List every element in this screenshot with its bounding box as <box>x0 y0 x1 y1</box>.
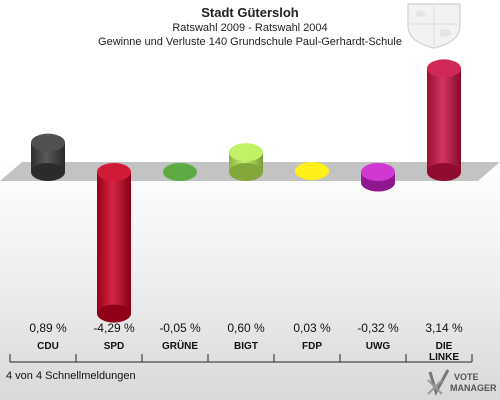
category-label-bigt: BIGT <box>234 341 258 352</box>
bar-spd <box>97 163 131 323</box>
category-label-die-linke: DIE LINKE <box>429 341 459 363</box>
bar-fdp <box>295 162 329 181</box>
report-status-note: 4 von 4 Schnellmeldungen <box>6 370 136 382</box>
bar-uwg <box>361 163 395 192</box>
chart-description: Gewinne und Verluste 140 Grundschule Pau… <box>98 36 402 48</box>
chart-title: Stadt Gütersloh <box>201 5 299 20</box>
value-label-cdu: 0,89 % <box>29 321 67 335</box>
category-label-cdu: CDU <box>37 341 59 352</box>
vote-manager-logo: VOTE MANAGER <box>427 369 497 396</box>
bar-grüne <box>163 163 197 181</box>
bar-bigt <box>229 143 263 181</box>
value-label-fdp: 0,03 % <box>293 321 331 335</box>
chart-subtitle: Ratswahl 2009 - Ratswahl 2004 <box>172 22 328 34</box>
chart-header: Stadt Gütersloh Ratswahl 2009 - Ratswahl… <box>0 4 500 49</box>
category-label-fdp: FDP <box>302 341 322 352</box>
category-label-spd: SPD <box>103 341 125 352</box>
value-label-uwg: -0,32 % <box>357 321 399 335</box>
coat-of-arms-icon <box>407 3 461 49</box>
bar-cdu <box>31 133 65 181</box>
logo-line-1: VOTE <box>454 372 479 382</box>
category-label-uwg: UWG <box>365 341 391 352</box>
value-label-bigt: 0,60 % <box>227 321 265 335</box>
value-label-spd: -4,29 % <box>93 321 135 335</box>
logo-line-2: MANAGER <box>450 383 497 393</box>
category-label-grüne: GRÜNE <box>161 341 199 352</box>
bar-die-linke <box>427 59 461 181</box>
value-label-grüne: -0,05 % <box>159 321 201 335</box>
value-label-die-linke: 3,14 % <box>425 321 463 335</box>
